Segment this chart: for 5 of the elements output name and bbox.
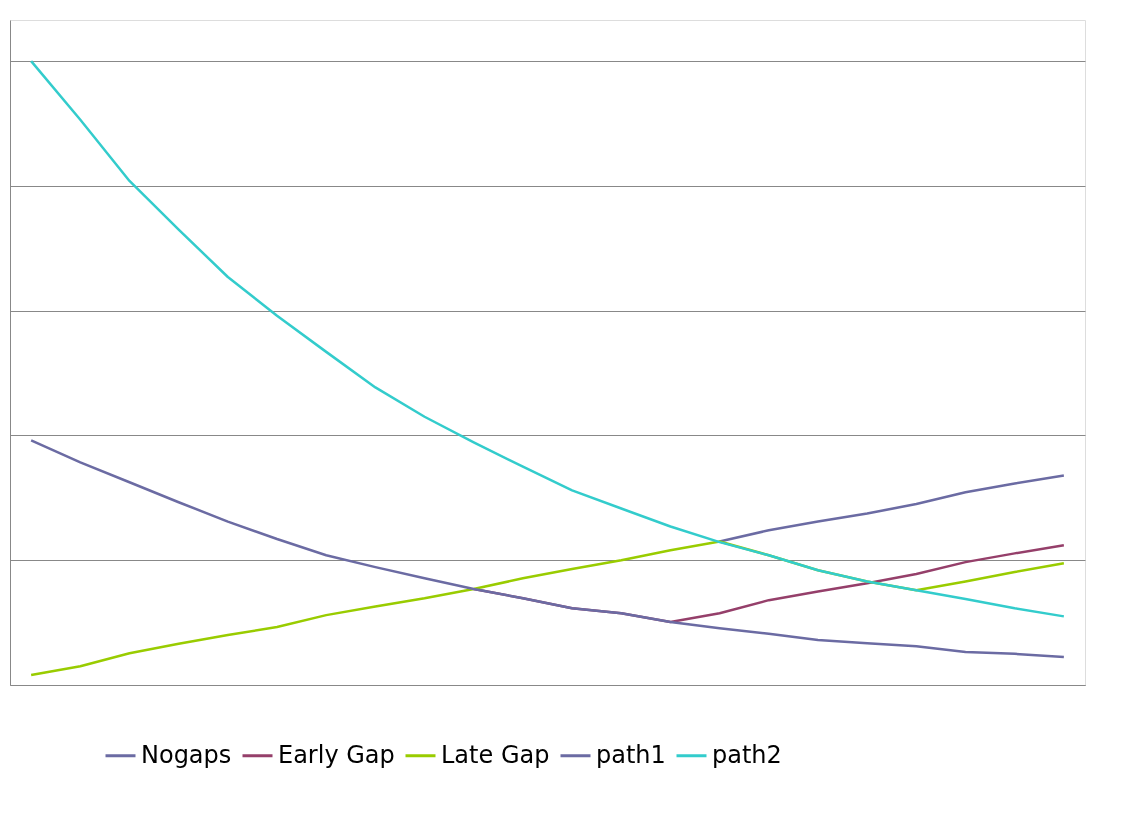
legend-label: Late Gap: [441, 740, 550, 769]
legend-label: Nogaps: [141, 740, 232, 769]
legend-label: Early Gap: [278, 740, 395, 769]
legend-label: path2: [712, 740, 782, 769]
legend-label: path1: [596, 740, 666, 769]
